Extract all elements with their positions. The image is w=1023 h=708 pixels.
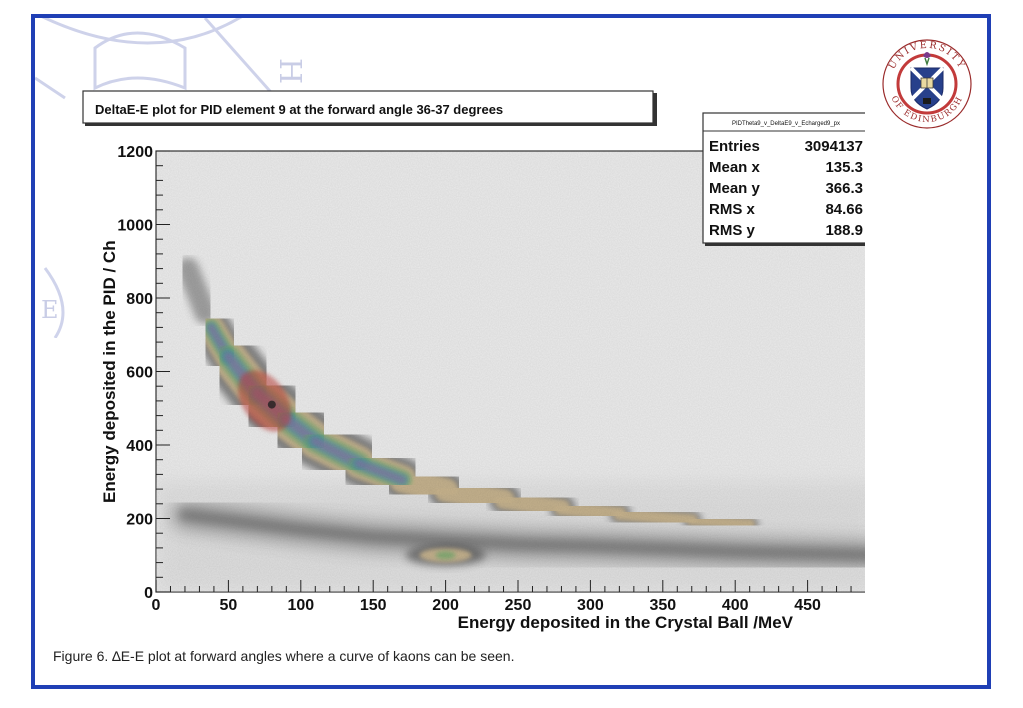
y-tick-label: 600 bbox=[126, 365, 153, 382]
x-tick-label: 50 bbox=[220, 597, 238, 614]
chart-title-box bbox=[82, 90, 654, 124]
slide-frame: H E UNIVERSITY OF EDINBURGH bbox=[31, 14, 991, 689]
crest-watermark: H E bbox=[35, 18, 307, 338]
stats-label: Entries bbox=[709, 138, 760, 155]
y-tick-label: 0 bbox=[144, 585, 153, 602]
x-tick-label: 150 bbox=[360, 597, 387, 614]
stats-label: RMS y bbox=[709, 222, 756, 239]
stats-value: 84.66 bbox=[825, 201, 863, 218]
stats-value: 3094137 bbox=[805, 138, 863, 155]
stats-label: Mean x bbox=[709, 159, 761, 176]
chart-title: DeltaE-E plot for PID element 9 at the f… bbox=[95, 102, 503, 117]
axes: 0501001502002503003504004505000200400600… bbox=[117, 144, 852, 614]
histogram-density bbox=[156, 151, 865, 592]
stats-box: PIDTheta9_v_DeltaE9_v_Echarged9_px Entri… bbox=[702, 112, 865, 246]
stats-value: 366.3 bbox=[825, 180, 863, 197]
delta-e-e-plot: DeltaE-E plot for PID element 9 at the f… bbox=[82, 90, 865, 632]
x-tick-label: 350 bbox=[649, 597, 676, 614]
x-tick-label: 450 bbox=[794, 597, 821, 614]
stats-label: Mean y bbox=[709, 180, 761, 197]
svg-text:H: H bbox=[272, 58, 307, 84]
x-tick-label: 0 bbox=[152, 597, 161, 614]
stats-value: 135.3 bbox=[825, 159, 863, 176]
university-logo: UNIVERSITY OF EDINBURGH bbox=[882, 39, 972, 129]
y-tick-label: 800 bbox=[126, 291, 153, 308]
svg-text:E: E bbox=[41, 296, 59, 324]
x-tick-label: 300 bbox=[577, 597, 604, 614]
stats-histogram-name: PIDTheta9_v_DeltaE9_v_Echarged9_px bbox=[732, 121, 840, 127]
x-tick-label: 250 bbox=[505, 597, 532, 614]
x-axis-label: Energy deposited in the Crystal Ball /Me… bbox=[458, 613, 794, 632]
y-tick-label: 400 bbox=[126, 438, 153, 455]
x-tick-label: 400 bbox=[722, 597, 749, 614]
y-tick-label: 1000 bbox=[117, 218, 153, 235]
x-tick-label: 200 bbox=[432, 597, 459, 614]
y-tick-label: 200 bbox=[126, 512, 153, 529]
y-tick-label: 1200 bbox=[117, 144, 153, 161]
y-axis-label: Energy deposited in the PID / Ch bbox=[100, 240, 119, 503]
x-tick-label: 100 bbox=[287, 597, 314, 614]
stats-value: 188.9 bbox=[825, 222, 863, 239]
figure-caption: Figure 6. ∆E-E plot at forward angles wh… bbox=[53, 648, 515, 664]
stats-label: RMS x bbox=[709, 201, 756, 218]
